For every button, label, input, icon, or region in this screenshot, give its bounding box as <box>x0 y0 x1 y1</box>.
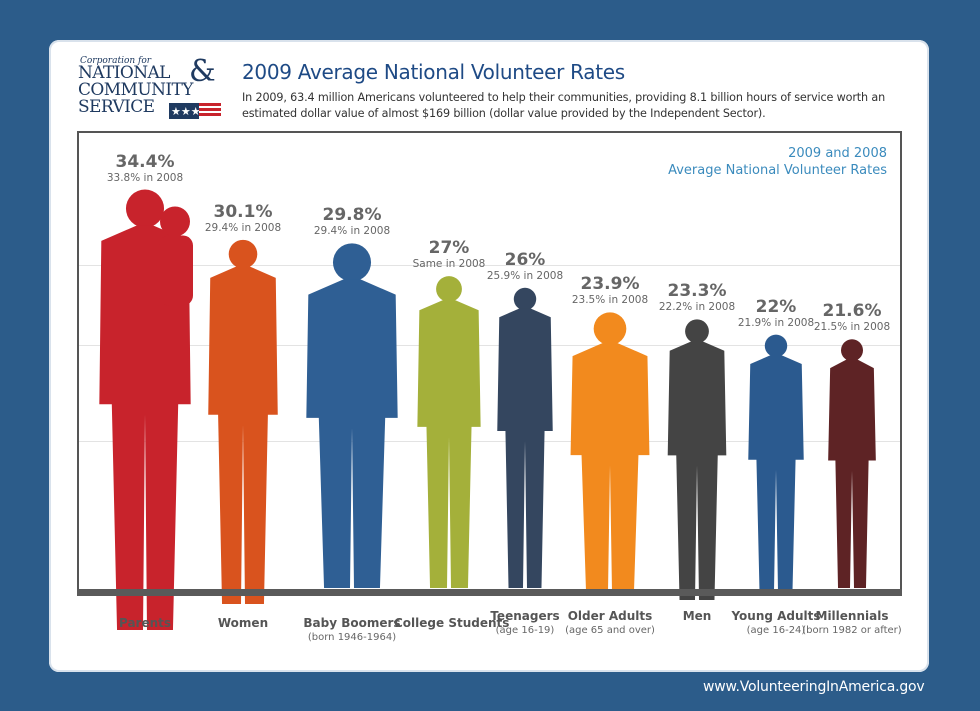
value-label: 34.4% <box>115 151 175 172</box>
legend-line-2: Average National Volunteer Rates <box>668 163 887 178</box>
figure-bar-1 <box>208 239 278 604</box>
value-2008-label: 25.9% in 2008 <box>486 269 564 282</box>
value-label: 22% <box>755 296 797 317</box>
category-note: (born 1982 or after) <box>802 625 902 636</box>
legend-line-1: 2009 and 2008 <box>788 146 887 161</box>
category-name: Parents <box>118 616 172 630</box>
figure-body <box>667 341 727 600</box>
cncs-logo: Corporation for NATIONAL & COMMUNITY SER… <box>78 56 223 122</box>
figure-head <box>841 339 863 362</box>
page-subtitle: In 2009, 63.4 million Americans voluntee… <box>242 91 886 120</box>
figure-body <box>748 355 804 592</box>
category-name: Baby Boomers <box>303 616 401 630</box>
value-label: 29.8% <box>322 205 382 226</box>
figure-head <box>685 319 709 344</box>
figure-bar-8 <box>828 339 876 588</box>
category-label: Baby Boomers (born 1946-1964) <box>297 616 407 644</box>
page-title: 2009 Average National Volunteer Rates <box>242 60 625 84</box>
footer-url[interactable]: www.VolunteeringInAmerica.gov <box>703 679 925 695</box>
value-label: 26% <box>504 249 546 270</box>
figure-body <box>570 343 650 592</box>
figure-head <box>332 243 372 282</box>
figure-body <box>828 359 876 588</box>
value-label: 30.1% <box>213 201 273 222</box>
category-name: Young Adults <box>731 609 821 623</box>
category-label: Teenagers (age 16-19) <box>470 609 580 637</box>
category-name: Older Adults <box>567 609 653 623</box>
data-label: 26% 25.9% in 2008 <box>465 250 585 283</box>
flag-stars-icon: ★★★ <box>169 103 221 119</box>
chart-legend: 2009 and 2008 Average National Volunteer… <box>668 145 887 179</box>
value-2008-label: 22.2% in 2008 <box>658 301 736 314</box>
svg-text:★★★: ★★★ <box>171 105 201 118</box>
figure-head <box>593 312 627 346</box>
figure-bar-6 <box>667 319 727 600</box>
value-2008-label: 33.8% in 2008 <box>106 171 184 184</box>
figure-head <box>513 287 537 311</box>
category-label: Men <box>642 609 752 624</box>
figure-head <box>764 334 788 358</box>
figure-body <box>417 299 481 588</box>
gridline <box>79 441 900 442</box>
data-label: 29.8% 29.4% in 2008 <box>292 205 412 238</box>
data-label: 30.1% 29.4% in 2008 <box>183 202 303 235</box>
figure-body <box>306 279 398 588</box>
figure-head <box>125 189 165 228</box>
category-note: (age 16-24) <box>746 625 806 636</box>
gridline <box>79 265 900 266</box>
data-label: 23.3% 22.2% in 2008 <box>637 281 757 314</box>
figure-bar-0 <box>99 189 193 630</box>
category-label: Older Adults (age 65 and over) <box>555 609 665 637</box>
value-label: 27% <box>428 238 470 259</box>
category-label: Women <box>188 616 298 631</box>
data-label: 22% 21.9% in 2008 <box>716 297 836 330</box>
value-2008-label: Same in 2008 <box>412 258 486 271</box>
category-label: Young Adults (age 16-24) <box>721 609 831 637</box>
data-label: 34.4% 33.8% in 2008 <box>85 152 205 185</box>
figure-head <box>436 276 462 302</box>
child-head <box>160 206 190 237</box>
value-label: 23.9% <box>580 274 640 295</box>
figure-bar-2 <box>306 243 398 588</box>
value-2008-label: 23.5% in 2008 <box>571 294 649 307</box>
category-label: College Students <box>394 616 510 631</box>
data-label: 23.9% 23.5% in 2008 <box>550 274 670 307</box>
logo-line-community: COMMUNITY <box>78 80 193 100</box>
value-label: 23.3% <box>667 281 727 302</box>
figure-body <box>208 266 278 604</box>
figure-bar-3 <box>417 276 481 588</box>
child-body <box>159 235 193 306</box>
figure-bar-7 <box>748 334 804 592</box>
category-name: Millennials <box>815 609 889 623</box>
gridline <box>79 345 900 346</box>
logo-line-small: Corporation for <box>80 56 152 66</box>
data-label: 27% Same in 2008 <box>389 238 509 271</box>
value-label: 21.6% <box>822 301 882 322</box>
value-2008-label: 29.4% in 2008 <box>313 225 391 238</box>
value-2008-label: 21.9% in 2008 <box>737 316 815 329</box>
category-note: (age 16-19) <box>495 625 555 636</box>
category-name: Men <box>682 609 712 623</box>
logo-line-service: SERVICE <box>78 97 155 117</box>
category-name: Teenagers <box>490 609 560 623</box>
figure-bar-4 <box>497 287 553 588</box>
logo-line-national: NATIONAL <box>78 63 170 83</box>
logo-ampersand: & <box>189 54 216 89</box>
category-name: Women <box>217 616 269 630</box>
chart-baseline <box>77 589 902 596</box>
figure-body <box>497 308 553 588</box>
category-label: Parents <box>90 616 200 631</box>
figure-head <box>228 239 258 269</box>
figure-body <box>99 225 191 630</box>
category-note: (born 1946-1964) <box>307 632 397 643</box>
data-label: 21.6% 21.5% in 2008 <box>792 301 912 334</box>
category-label: Millennials (born 1982 or after) <box>797 609 907 637</box>
value-2008-label: 21.5% in 2008 <box>813 321 891 334</box>
figure-bar-5 <box>570 312 650 592</box>
category-note: (age 65 and over) <box>565 625 655 636</box>
value-2008-label: 29.4% in 2008 <box>204 221 282 234</box>
category-name: College Students <box>394 616 510 630</box>
